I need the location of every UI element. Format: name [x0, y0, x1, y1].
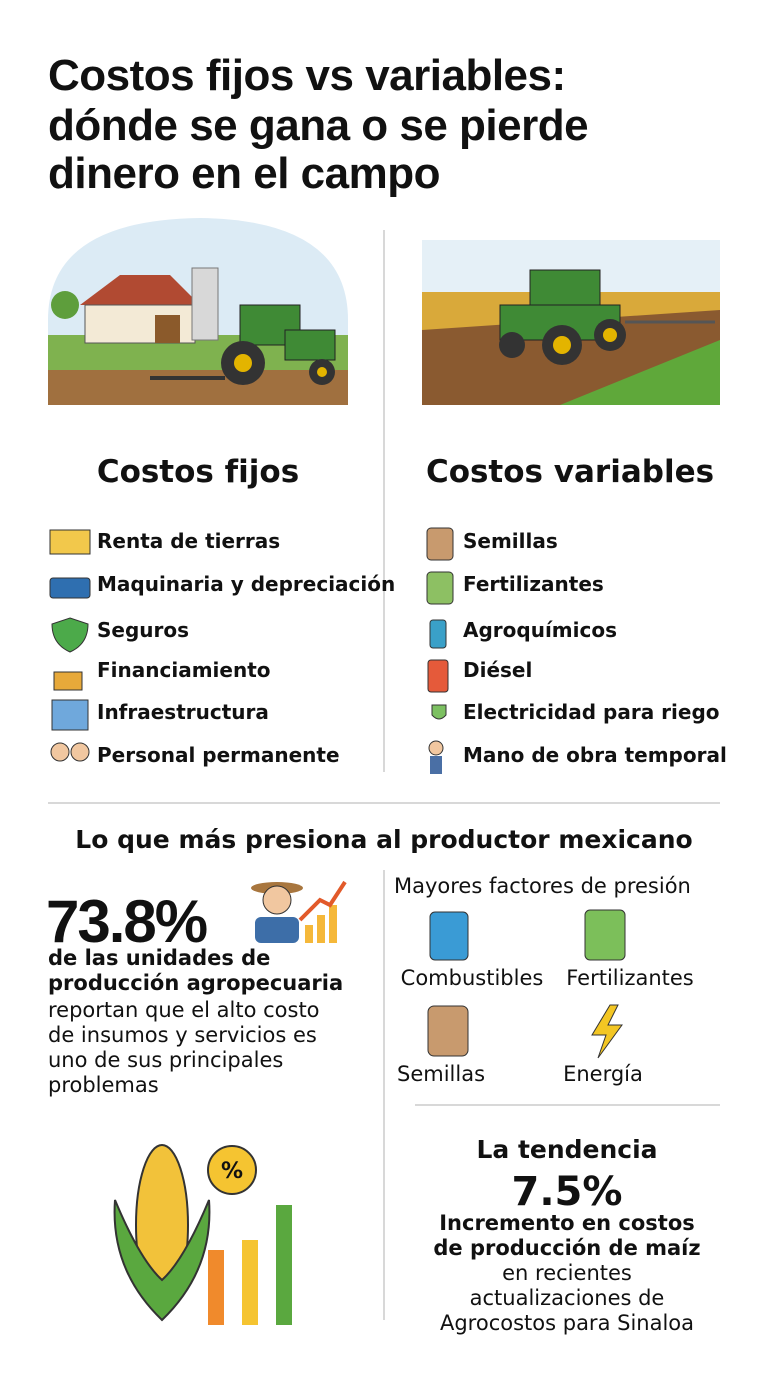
fixed-item: Personal permanente: [97, 743, 340, 767]
factors-title: Mayores factores de presión: [394, 874, 691, 898]
farmer-icon: [251, 880, 347, 943]
factor-label: Combustibles: [401, 966, 544, 990]
variable-item: Mano de obra temporal: [463, 743, 727, 767]
stat-lead-line: de las unidades de: [48, 946, 270, 970]
item-list: Renta de tierras Maquinaria y depreciació…: [97, 529, 727, 767]
fixed-item: Seguros: [97, 618, 189, 642]
factor-label: Fertilizantes: [566, 966, 694, 990]
title-line: Costos fijos vs variables:: [48, 51, 566, 100]
trend-stat: 7.5%: [512, 1169, 623, 1215]
factor-icons: [427, 909, 626, 1059]
variable-item: Diésel: [463, 658, 532, 682]
variable-icons: [426, 527, 454, 774]
stat-lead-line: producción agropecuaria: [48, 971, 343, 995]
stat-text-line: uno de sus principales: [48, 1048, 283, 1072]
variable-item: Fertilizantes: [463, 572, 604, 596]
variable-item: Semillas: [463, 529, 558, 553]
trend-heading: La tendencia: [476, 1135, 657, 1164]
stat: 73.8%: [46, 888, 207, 955]
fixed-item: Renta de tierras: [97, 529, 280, 553]
fixed-item: Maquinaria y depreciación: [97, 572, 395, 596]
trend-lead-line: Incremento en costos: [439, 1211, 695, 1235]
fixed-item: Financiamiento: [97, 658, 271, 682]
variable-item: Electricidad para riego: [463, 700, 720, 724]
section-heading: Lo que más presiona al productor mexican…: [75, 825, 692, 854]
field-illustration: [422, 240, 720, 405]
trend-lead-line: de producción de maíz: [433, 1236, 700, 1260]
farm-illustration: [48, 218, 348, 405]
title-line: dónde se gana o se pierde: [48, 101, 588, 150]
title-line: dinero en el campo: [48, 149, 440, 198]
fixed-item: Infraestructura: [97, 700, 269, 724]
variable-item: Agroquímicos: [463, 618, 617, 642]
corn-illustration: %: [113, 1144, 292, 1325]
factor-label: Semillas: [397, 1062, 485, 1086]
stat-text-line: problemas: [48, 1073, 159, 1097]
stat-text-line: de insumos y servicios es: [48, 1023, 317, 1047]
trend-text-line: en recientes: [502, 1261, 632, 1285]
column-heading: Costos fijos: [97, 454, 299, 490]
stat-text-line: reportan que el alto costo: [48, 998, 320, 1022]
svg-text:%: %: [221, 1159, 243, 1184]
column-heading: Costos variables: [426, 454, 714, 490]
factor-label: Energía: [563, 1062, 643, 1086]
fixed-icons: [49, 529, 91, 762]
trend-text-line: actualizaciones de: [470, 1286, 665, 1310]
trend-text-line: Agrocostos para Sinaloa: [440, 1311, 694, 1335]
